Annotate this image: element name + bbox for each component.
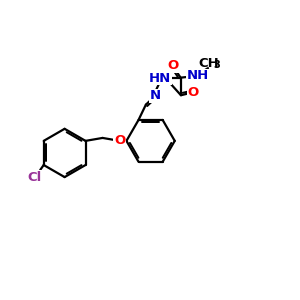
Text: N: N [150,89,161,102]
Text: 3: 3 [213,60,220,70]
Text: O: O [188,86,199,99]
Text: O: O [114,134,125,147]
Text: HN: HN [148,72,171,85]
Text: CH: CH [198,57,219,70]
Text: NH: NH [187,69,209,82]
Text: Cl: Cl [28,171,42,184]
Text: O: O [167,59,178,72]
